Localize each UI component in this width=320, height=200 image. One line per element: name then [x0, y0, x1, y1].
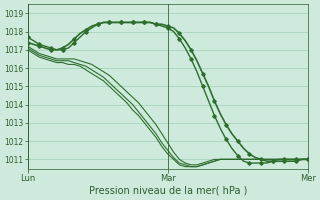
X-axis label: Pression niveau de la mer( hPa ): Pression niveau de la mer( hPa ): [89, 186, 247, 196]
